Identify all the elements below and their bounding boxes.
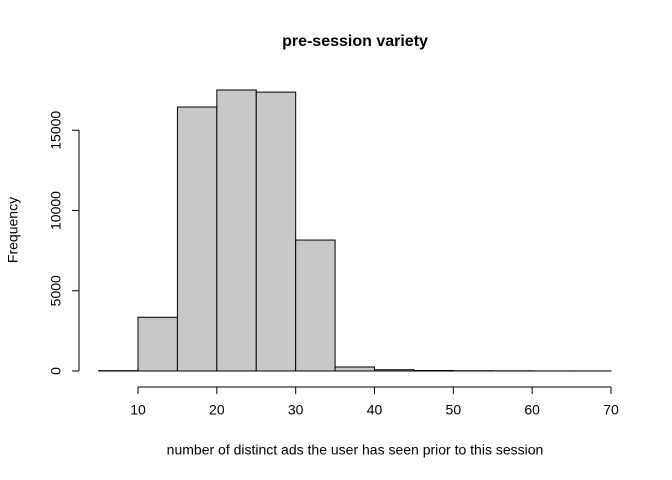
x-tick-label: 40 xyxy=(367,402,383,418)
bar xyxy=(137,316,178,372)
x-tick-label: 30 xyxy=(288,402,304,418)
x-tick-label: 60 xyxy=(524,402,540,418)
bar xyxy=(216,89,257,372)
x-tick-label: 20 xyxy=(209,402,225,418)
x-tick-label: 10 xyxy=(130,402,146,418)
y-axis-label: Frequency xyxy=(5,197,21,263)
y-tick-label: 10000 xyxy=(48,191,64,230)
x-tick-label: 70 xyxy=(603,402,619,418)
y-tick-label: 0 xyxy=(48,367,64,375)
x-axis-label: number of distinct ads the user has seen… xyxy=(167,442,544,458)
x-tick-label: 50 xyxy=(446,402,462,418)
bar xyxy=(374,369,415,372)
bar xyxy=(176,106,218,372)
y-tick-label: 15000 xyxy=(48,111,64,150)
chart-title: pre-session variety xyxy=(282,33,428,50)
bar xyxy=(295,239,336,372)
bar xyxy=(334,366,376,372)
bar xyxy=(255,91,297,372)
y-tick-label: 5000 xyxy=(48,275,64,306)
